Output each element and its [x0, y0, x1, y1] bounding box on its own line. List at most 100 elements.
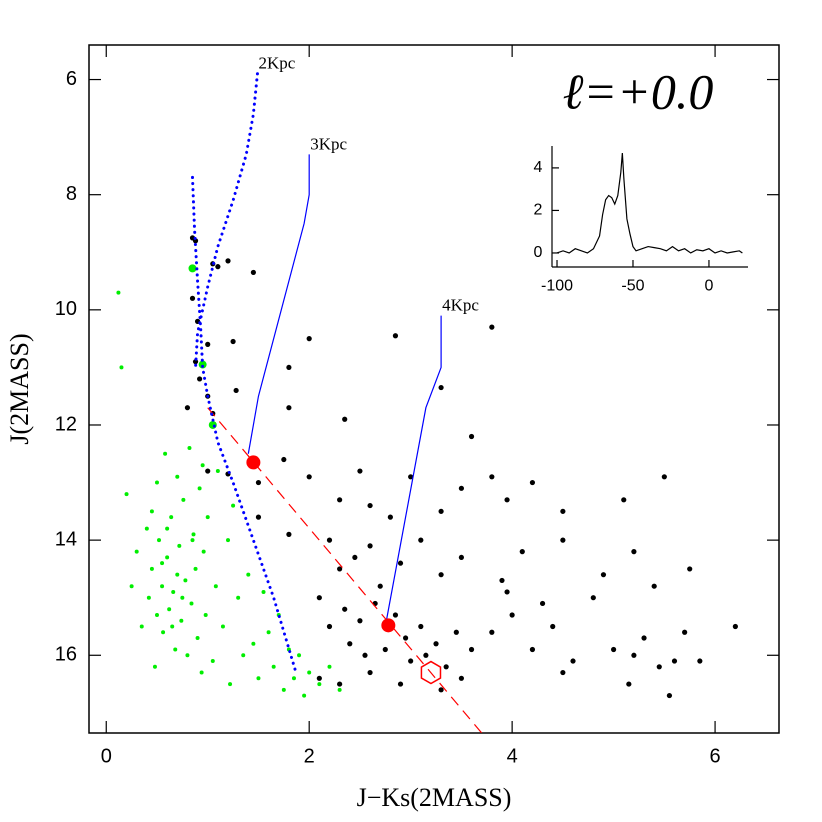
point	[271, 664, 276, 669]
point	[241, 653, 246, 658]
point	[631, 549, 637, 555]
point	[199, 670, 204, 675]
point	[382, 646, 388, 653]
point	[337, 497, 343, 503]
point	[261, 589, 266, 594]
point	[381, 618, 396, 633]
y-tick-label: 14	[55, 528, 77, 550]
point	[187, 446, 192, 451]
point	[281, 687, 286, 692]
point	[255, 479, 262, 486]
point	[256, 676, 261, 681]
plot-area	[116, 72, 738, 733]
point	[337, 681, 343, 687]
point	[697, 658, 703, 664]
point	[189, 601, 194, 606]
x-tick-label: 0	[704, 277, 713, 294]
point	[146, 595, 151, 600]
point	[397, 681, 404, 687]
x-tick-label: 6	[710, 745, 721, 767]
point	[179, 618, 184, 623]
point	[149, 566, 154, 571]
point	[621, 497, 627, 503]
point	[504, 589, 510, 595]
point	[377, 583, 383, 589]
point	[682, 629, 688, 635]
point	[458, 675, 464, 681]
point	[408, 658, 414, 664]
point	[286, 364, 292, 371]
point	[316, 675, 322, 681]
point	[397, 560, 404, 566]
point	[161, 630, 166, 635]
point	[687, 566, 693, 572]
point	[443, 664, 449, 670]
point	[169, 515, 174, 520]
curve-label: 2Kpc	[258, 54, 295, 73]
point	[197, 376, 203, 382]
point	[367, 502, 373, 509]
point	[438, 508, 444, 514]
point	[641, 635, 647, 641]
point	[233, 387, 239, 394]
point	[286, 531, 292, 537]
point	[184, 405, 191, 411]
point	[499, 577, 505, 584]
point	[362, 652, 368, 658]
point	[560, 669, 566, 676]
y-tick-label: 4	[533, 159, 542, 176]
x-tick-label: 4	[507, 745, 518, 767]
point	[180, 595, 185, 600]
point	[656, 664, 662, 670]
point	[191, 532, 196, 537]
point	[423, 652, 429, 658]
point	[177, 543, 182, 548]
x-tick-label: -50	[621, 277, 644, 294]
point	[387, 514, 393, 520]
point	[175, 474, 180, 479]
point	[189, 295, 196, 301]
point	[418, 537, 424, 543]
point	[119, 365, 124, 370]
point	[367, 669, 373, 676]
point	[342, 606, 348, 612]
point	[181, 497, 186, 502]
point	[200, 463, 205, 468]
point	[134, 549, 139, 554]
y-tick-label: 12	[55, 413, 77, 435]
point	[458, 485, 464, 491]
point	[367, 543, 373, 549]
x-axis-label: J−Ks(2MASS)	[357, 783, 512, 812]
point	[198, 360, 207, 369]
point	[201, 549, 206, 554]
point	[666, 692, 673, 699]
point	[154, 612, 159, 617]
point	[489, 324, 495, 330]
point	[210, 659, 215, 664]
point	[651, 583, 657, 589]
point	[468, 433, 475, 440]
point	[197, 486, 202, 491]
point	[611, 646, 617, 653]
point	[560, 508, 566, 514]
y-tick-label: 6	[66, 68, 77, 90]
point	[255, 514, 262, 520]
point	[160, 561, 165, 566]
point	[550, 623, 556, 630]
point	[418, 623, 424, 630]
point	[327, 664, 332, 669]
line	[556, 152, 743, 254]
point	[226, 538, 231, 543]
point	[188, 264, 197, 273]
point	[600, 572, 607, 578]
point	[215, 469, 220, 474]
point	[193, 566, 198, 571]
point	[213, 584, 218, 589]
point	[468, 646, 475, 653]
point	[392, 612, 399, 618]
point	[251, 641, 256, 646]
point	[539, 600, 546, 607]
point	[144, 526, 149, 531]
point	[732, 623, 738, 630]
